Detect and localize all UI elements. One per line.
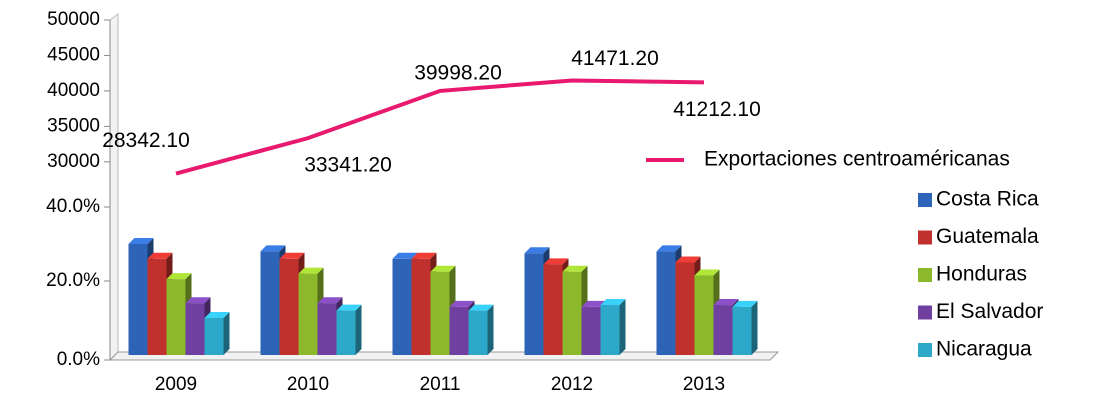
bar-face xyxy=(411,252,437,259)
x-tick-label: 2010 xyxy=(287,374,329,395)
bar-face xyxy=(166,279,186,355)
bar-face xyxy=(392,258,412,355)
y-tick-label: 50000 xyxy=(47,9,100,30)
bar-face xyxy=(675,262,695,355)
bar-face xyxy=(317,303,337,355)
bar-face xyxy=(411,258,431,355)
y-tick-label: 20.0% xyxy=(46,270,100,291)
bar-face xyxy=(317,297,343,304)
bar-face xyxy=(656,245,682,252)
bar-face xyxy=(336,304,362,311)
bar-face xyxy=(694,269,720,276)
bar-face xyxy=(487,304,494,355)
bar-face xyxy=(713,299,739,306)
bar-face xyxy=(713,305,733,355)
legend-swatch xyxy=(918,230,932,245)
legend-swatch xyxy=(918,268,932,282)
bar-face xyxy=(468,304,494,311)
x-tick-label: 2009 xyxy=(155,374,197,395)
bar xyxy=(600,299,626,355)
bar-face xyxy=(524,253,544,355)
bar-face xyxy=(147,252,173,259)
y-tick-label: 0.0% xyxy=(57,349,100,370)
wall xyxy=(109,13,119,362)
bar-face xyxy=(204,318,224,355)
bar-face xyxy=(619,299,626,355)
x-tick-label: 2013 xyxy=(683,374,725,395)
bar-face xyxy=(562,271,582,355)
x-tick-label: 2011 xyxy=(420,374,461,395)
line xyxy=(175,78,705,176)
bar-face xyxy=(260,251,280,355)
bar-face xyxy=(581,300,607,307)
bar-face xyxy=(185,303,205,355)
legend-label: Honduras xyxy=(936,263,1027,286)
bar-face xyxy=(600,299,626,306)
bar-face xyxy=(543,258,569,265)
bar-face xyxy=(260,245,286,252)
bar-face xyxy=(147,258,167,355)
bar-face xyxy=(128,238,154,244)
legend-label: Costa Rica xyxy=(936,188,1039,211)
bar xyxy=(336,304,362,355)
data-label: 41471.20 xyxy=(571,47,659,70)
bar-face xyxy=(430,265,456,272)
bar-face xyxy=(204,312,230,318)
legend-swatch xyxy=(918,193,932,207)
bar-face xyxy=(751,300,758,355)
bar-face xyxy=(223,312,230,355)
bar-face xyxy=(128,244,148,355)
bar-face xyxy=(279,258,299,355)
bar-face xyxy=(581,306,601,355)
legend-label: Exportaciones centroaméricanas xyxy=(704,148,1010,171)
bar xyxy=(732,300,758,355)
bar-face xyxy=(449,300,475,307)
bar-face xyxy=(732,306,752,355)
bar xyxy=(468,304,494,355)
bar-face xyxy=(298,267,324,274)
bar-face xyxy=(543,264,563,355)
bar-face xyxy=(656,251,676,355)
bar-face xyxy=(524,247,550,254)
bar-face xyxy=(675,256,701,263)
bar-face xyxy=(468,310,488,355)
bar-face xyxy=(694,275,714,355)
bar-face xyxy=(392,252,418,259)
bar xyxy=(204,312,230,355)
data-label: 41212.10 xyxy=(673,98,761,121)
legend-label: Guatemala xyxy=(936,225,1039,248)
bar-face xyxy=(562,265,588,272)
y-tick-label: 45000 xyxy=(47,44,100,65)
legend-swatch xyxy=(918,305,932,320)
legend-label: Nicaragua xyxy=(936,338,1032,361)
data-label: 39998.20 xyxy=(414,61,502,84)
y-tick-label: 40.0% xyxy=(46,196,100,217)
data-label: 33341.20 xyxy=(304,154,392,177)
x-tick-label: 2012 xyxy=(551,374,593,395)
bar-face xyxy=(279,252,305,259)
bar-face xyxy=(336,310,356,355)
bar-face xyxy=(355,304,362,355)
legend-label: El Salvador xyxy=(936,300,1043,323)
y-tick-label: 30000 xyxy=(47,151,100,172)
legend-swatch xyxy=(918,343,932,357)
y-tick-label: 35000 xyxy=(47,115,100,136)
data-label: 28342.10 xyxy=(102,129,190,152)
y-tick-label: 40000 xyxy=(47,80,100,101)
bar-face xyxy=(166,273,192,280)
bar-face xyxy=(449,306,469,355)
bar-face xyxy=(185,297,211,304)
bar-face xyxy=(600,305,620,355)
bar-face xyxy=(732,300,758,307)
bar-face xyxy=(298,273,318,355)
bar-face xyxy=(430,271,450,355)
